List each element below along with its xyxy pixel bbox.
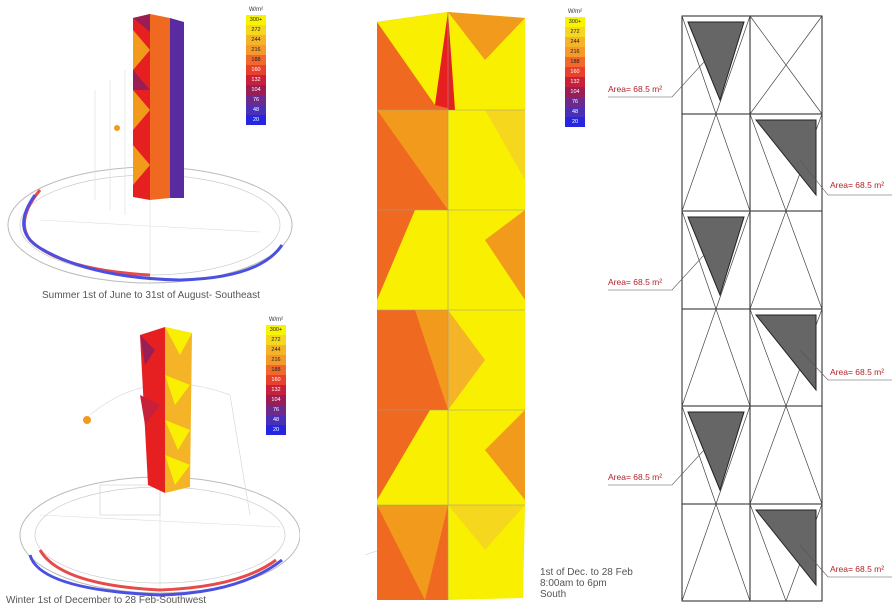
legend-step: 188 [246, 55, 266, 65]
legend-step: 76 [266, 405, 286, 415]
legend-step: 216 [266, 355, 286, 365]
summer-analysis-panel: Summer 1st of June to 31st of August- So… [0, 0, 300, 305]
winter-sun-path-diagram [19, 327, 300, 600]
legend-step: 20 [266, 425, 286, 435]
winter-path-blue [28, 554, 283, 597]
south-legend: W/m² 300+ 272 244 216 188 160 132 104 76… [565, 8, 585, 127]
winter-tower [140, 327, 192, 493]
legend-step: 188 [565, 57, 585, 67]
legend-step: 48 [565, 107, 585, 117]
summer-caption: Summer 1st of June to 31st of August- So… [42, 290, 260, 301]
legend-unit: W/m² [248, 7, 264, 13]
south-facade-tower [377, 12, 525, 600]
legend-step: 272 [266, 335, 286, 345]
south-facade-diagram [364, 12, 525, 600]
legend-step: 104 [266, 395, 286, 405]
legend-step: 272 [246, 25, 266, 35]
legend-step: 160 [246, 65, 266, 75]
legend-step: 244 [565, 37, 585, 47]
shading-panel-right-2 [754, 314, 817, 392]
legend-step: 244 [246, 35, 266, 45]
shading-panel-right-3 [754, 509, 817, 587]
area-label-left-3: Area= 68.5 m² [608, 472, 663, 482]
panel-diagonals [681, 15, 823, 603]
legend-step: 104 [565, 87, 585, 97]
shading-panel-right-1 [754, 119, 817, 197]
legend-step: 20 [565, 117, 585, 127]
winter-caption: Winter 1st of December to 28 Feb-Southwe… [6, 595, 207, 606]
winter-legend: W/m² 300+ 272 244 216 188 160 132 104 76… [266, 316, 286, 435]
shading-panel-left-1 [687, 21, 745, 102]
shading-elevation-diagram [608, 15, 892, 603]
legend-step: 272 [565, 27, 585, 37]
south-caption: 1st of Dec. to 28 Feb 8:00am to 6pm Sout… [540, 567, 633, 600]
legend-unit: W/m² [268, 317, 284, 323]
legend-step: 76 [565, 97, 585, 107]
area-label-right-2: Area= 68.5 m² [830, 367, 885, 377]
winter-analysis-panel: Winter 1st of December to 28 Feb-Southwe… [0, 305, 300, 608]
summer-path-red [22, 189, 151, 277]
summer-legend: W/m² 300+ 272 244 216 188 160 132 104 76… [246, 6, 266, 125]
legend-step: 216 [565, 47, 585, 57]
winter-sun-icon [83, 416, 91, 424]
winter-path-red [38, 549, 277, 592]
shading-elevation-panel: Area= 68.5 m² Area= 68.5 m² Area= 68.5 m… [600, 0, 892, 608]
legend-step: 300+ [246, 15, 266, 25]
shading-panels [687, 21, 817, 587]
area-label-right-1: Area= 68.5 m² [830, 180, 885, 190]
legend-step: 188 [266, 365, 286, 375]
area-label-left-1: Area= 68.5 m² [608, 84, 663, 94]
summer-tower [133, 14, 184, 200]
legend-unit: W/m² [567, 9, 583, 15]
legend-step: 216 [246, 45, 266, 55]
legend-step: 104 [246, 85, 266, 95]
legend-step: 20 [246, 115, 266, 125]
legend-step: 76 [246, 95, 266, 105]
shading-panel-left-3 [687, 411, 745, 492]
legend-step: 244 [266, 345, 286, 355]
south-facade-panel: 1st of Dec. to 28 Feb 8:00am to 6pm Sout… [355, 0, 633, 608]
shading-panel-left-2 [687, 216, 745, 297]
legend-step: 48 [266, 415, 286, 425]
legend-step: 160 [266, 375, 286, 385]
legend-step: 132 [266, 385, 286, 395]
legend-step: 300+ [266, 325, 286, 335]
area-label-right-3: Area= 68.5 m² [830, 564, 885, 574]
legend-step: 132 [246, 75, 266, 85]
leader-lines [608, 61, 892, 578]
area-label-left-2: Area= 68.5 m² [608, 277, 663, 287]
summer-path-blue [22, 194, 284, 282]
summer-sun-path-diagram [7, 14, 293, 285]
summer-sun-icon [114, 125, 120, 131]
legend-step: 300+ [565, 17, 585, 27]
legend-step: 48 [246, 105, 266, 115]
legend-step: 132 [565, 77, 585, 87]
legend-step: 160 [565, 67, 585, 77]
